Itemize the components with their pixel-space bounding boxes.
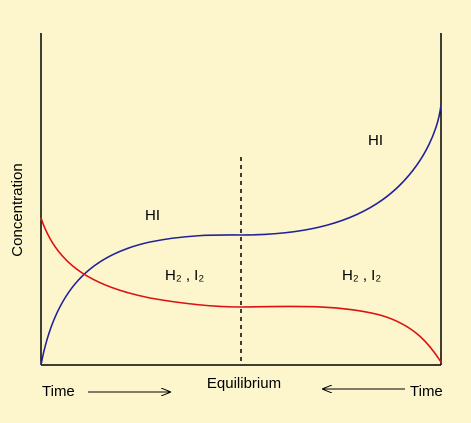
hi-label: HI: [145, 207, 160, 224]
y-label: Concentration: [9, 163, 26, 256]
hi-curve: [40, 104, 442, 366]
hi-label: HI: [368, 132, 383, 149]
h2-i2-label: H₂ , I₂: [165, 267, 204, 284]
equilibrium-label: Equilibrium: [207, 375, 281, 392]
h2-i2-curve: [40, 217, 442, 363]
time-left: Time: [42, 383, 75, 400]
h2-i2-label: H₂ , I₂: [342, 267, 381, 284]
time-right: Time: [410, 383, 443, 400]
